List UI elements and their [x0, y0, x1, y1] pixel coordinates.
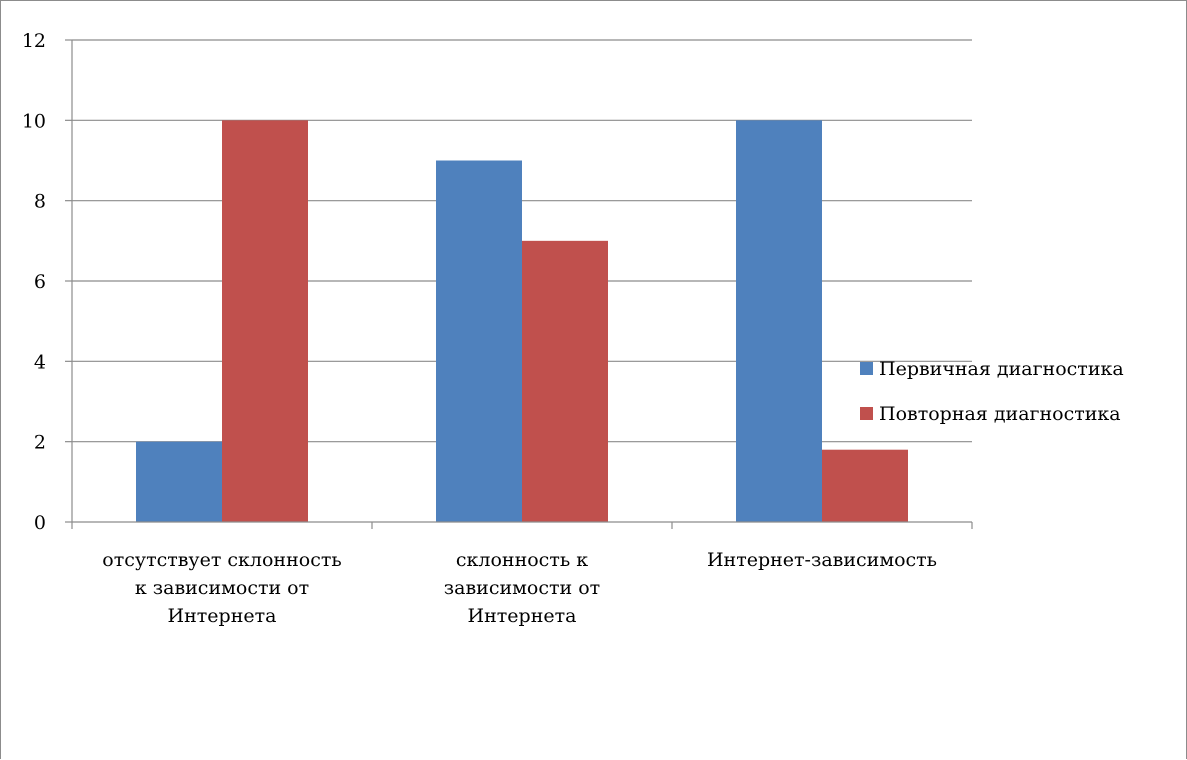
y-tick-label: 6 [34, 271, 46, 293]
legend-label: Повторная диагностика [879, 403, 1121, 425]
bar-repeat-2 [822, 449, 908, 522]
x-category-label-line: Интернета [168, 605, 277, 627]
y-tick-label: 0 [34, 512, 46, 534]
x-category-label-line: к зависимости от [135, 577, 309, 599]
axes [65, 39, 973, 529]
x-category-label: Интернет-зависимость [707, 549, 937, 571]
x-category-label: отсутствует склонность к зависимости от Ин… [102, 549, 341, 627]
legend: Первичная диагностика Повторная диагности… [860, 358, 1124, 425]
x-category-label-line: Интернет-зависимость [707, 549, 937, 571]
y-tick-label: 12 [22, 30, 46, 52]
bar-repeat-1 [522, 240, 608, 523]
x-category-label-line: Интернета [468, 605, 577, 627]
y-tick-label: 8 [34, 191, 46, 213]
y-tick-label: 4 [34, 351, 46, 373]
x-category-label-line: зависимости от [444, 577, 600, 599]
y-tick-label: 10 [22, 110, 46, 132]
legend-swatch [860, 407, 873, 420]
bar-repeat-0 [222, 120, 308, 522]
x-category-label-line: отсутствует склонность [102, 549, 341, 571]
legend-label: Первичная диагностика [879, 358, 1124, 380]
legend-swatch [860, 362, 873, 375]
x-category-label: склонность к зависимости от Интернета [444, 549, 600, 627]
bar-primary-2 [736, 120, 822, 522]
bars [136, 120, 908, 523]
bar-primary-0 [136, 441, 222, 522]
x-category-label-line: склонность к [456, 549, 588, 571]
x-category-labels: отсутствует склонность к зависимости от Ин… [102, 549, 937, 627]
y-tick-labels: 0 2 4 6 8 10 12 [22, 30, 46, 534]
y-tick-label: 2 [34, 432, 46, 454]
bar-primary-1 [436, 160, 522, 522]
